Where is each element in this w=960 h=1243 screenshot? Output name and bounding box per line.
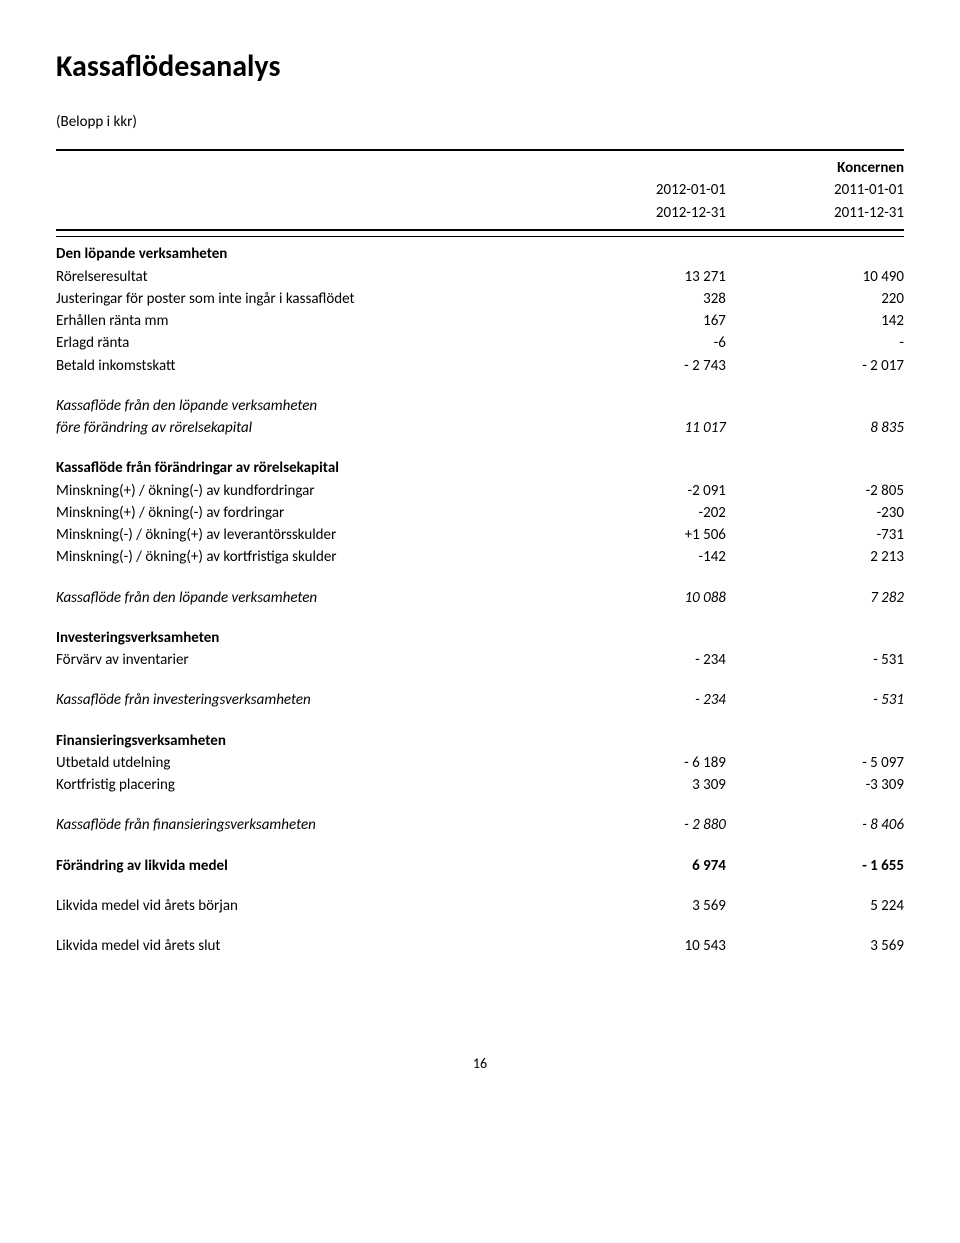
row-value-col1: - 234 bbox=[548, 649, 726, 671]
bold-total-label: Förändring av likvida medel bbox=[56, 855, 548, 877]
amounts-unit-note: (Belopp i kkr) bbox=[56, 113, 904, 131]
bold-total-col2: - 1 655 bbox=[726, 855, 904, 877]
column-group-header: Koncernen bbox=[548, 157, 904, 179]
row-label: Utbetald utdelning bbox=[56, 752, 548, 774]
row-label: Kortfristig placering bbox=[56, 774, 548, 796]
row-value-col1: - 2 743 bbox=[548, 355, 726, 377]
row-value-col1: 3 309 bbox=[548, 774, 726, 796]
col2-period-end: 2011-12-31 bbox=[726, 202, 904, 224]
italic-total-col2 bbox=[726, 395, 904, 417]
page-title: Kassaflödesanalys bbox=[56, 48, 904, 85]
row-value-col1: 167 bbox=[548, 310, 726, 332]
row-label: Justeringar för poster som inte ingår i … bbox=[56, 288, 548, 310]
italic-total-col1: - 2 880 bbox=[548, 814, 726, 836]
italic-total-col2: 8 835 bbox=[726, 417, 904, 439]
row-label: Erlagd ränta bbox=[56, 332, 548, 354]
row-label: Minskning(+) / ökning(-) av kundfordring… bbox=[56, 480, 548, 502]
section-heading: Kassaflöde från förändringar av rörelsek… bbox=[56, 457, 548, 479]
row-value-col1: 10 543 bbox=[548, 935, 726, 957]
section-heading: Den löpande verksamheten bbox=[56, 243, 548, 265]
bold-total-col1: 6 974 bbox=[548, 855, 726, 877]
row-value-col2: -3 309 bbox=[726, 774, 904, 796]
italic-total-label: Kassaflöde från investeringsverksamheten bbox=[56, 689, 548, 711]
section-heading: Finansieringsverksamheten bbox=[56, 730, 548, 752]
italic-total-col1: 11 017 bbox=[548, 417, 726, 439]
italic-total-col1: 10 088 bbox=[548, 587, 726, 609]
row-label: Likvida medel vid årets slut bbox=[56, 935, 548, 957]
row-value-col2: - 5 097 bbox=[726, 752, 904, 774]
italic-total-col1: - 234 bbox=[548, 689, 726, 711]
row-value-col2: 3 569 bbox=[726, 935, 904, 957]
row-value-col1: +1 506 bbox=[548, 524, 726, 546]
italic-total-col2: 7 282 bbox=[726, 587, 904, 609]
italic-total-col2: - 531 bbox=[726, 689, 904, 711]
italic-total-col2: - 8 406 bbox=[726, 814, 904, 836]
row-value-col2: -731 bbox=[726, 524, 904, 546]
row-value-col2: 142 bbox=[726, 310, 904, 332]
row-value-col2: -230 bbox=[726, 502, 904, 524]
row-label: Minskning(-) / ökning(+) av leverantörss… bbox=[56, 524, 548, 546]
italic-total-label: Kassaflöde från den löpande verksamheten bbox=[56, 395, 548, 417]
row-value-col1: -6 bbox=[548, 332, 726, 354]
row-label: Förvärv av inventarier bbox=[56, 649, 548, 671]
row-value-col2: 220 bbox=[726, 288, 904, 310]
row-value-col1: 3 569 bbox=[548, 895, 726, 917]
row-label: Erhållen ränta mm bbox=[56, 310, 548, 332]
row-label: Likvida medel vid årets början bbox=[56, 895, 548, 917]
row-label: Minskning(-) / ökning(+) av kortfristiga… bbox=[56, 546, 548, 568]
row-value-col2: 5 224 bbox=[726, 895, 904, 917]
row-value-col2: -2 805 bbox=[726, 480, 904, 502]
row-value-col1: -142 bbox=[548, 546, 726, 568]
row-label: Rörelseresultat bbox=[56, 266, 548, 288]
page-number: 16 bbox=[56, 1055, 904, 1072]
row-label: Betald inkomstskatt bbox=[56, 355, 548, 377]
italic-total-label: före förändring av rörelsekapital bbox=[56, 417, 548, 439]
italic-total-label: Kassaflöde från finansieringsverksamhete… bbox=[56, 814, 548, 836]
col1-period-start: 2012-01-01 bbox=[548, 179, 726, 201]
italic-total-col1 bbox=[548, 395, 726, 417]
col2-period-start: 2011-01-01 bbox=[726, 179, 904, 201]
row-label: Minskning(+) / ökning(-) av fordringar bbox=[56, 502, 548, 524]
row-value-col1: -202 bbox=[548, 502, 726, 524]
cashflow-table: Koncernen2012-01-012011-01-012012-12-312… bbox=[56, 149, 904, 975]
row-value-col1: - 6 189 bbox=[548, 752, 726, 774]
row-value-col2: - 531 bbox=[726, 649, 904, 671]
italic-total-label: Kassaflöde från den löpande verksamheten bbox=[56, 587, 548, 609]
section-heading: Investeringsverksamheten bbox=[56, 627, 548, 649]
row-value-col1: -2 091 bbox=[548, 480, 726, 502]
row-value-col2: - 2 017 bbox=[726, 355, 904, 377]
row-value-col2: 2 213 bbox=[726, 546, 904, 568]
row-value-col2: - bbox=[726, 332, 904, 354]
row-value-col1: 328 bbox=[548, 288, 726, 310]
col1-period-end: 2012-12-31 bbox=[548, 202, 726, 224]
row-value-col1: 13 271 bbox=[548, 266, 726, 288]
row-value-col2: 10 490 bbox=[726, 266, 904, 288]
